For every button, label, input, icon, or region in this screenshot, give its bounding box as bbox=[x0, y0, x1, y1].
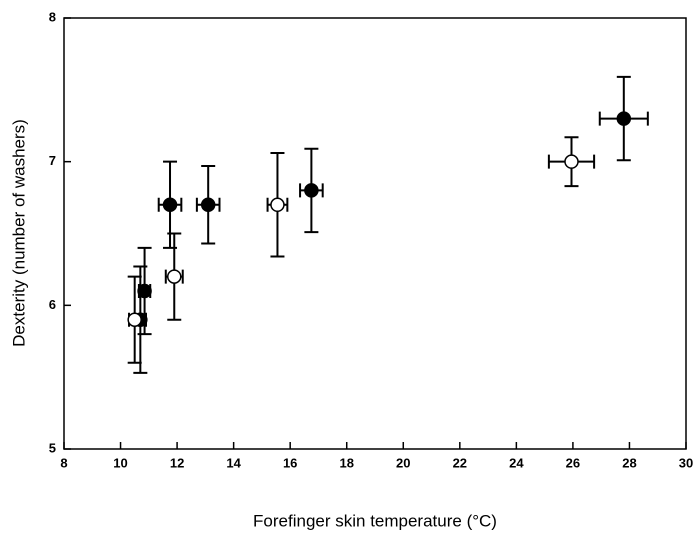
x-axis-label: Forefinger skin temperature (°C) bbox=[253, 511, 497, 530]
x-tick-label: 30 bbox=[679, 455, 693, 470]
x-tick-label: 28 bbox=[622, 455, 636, 470]
x-tick-label: 10 bbox=[113, 455, 127, 470]
point bbox=[304, 183, 319, 198]
y-tick-label: 6 bbox=[49, 297, 56, 312]
x-tick-label: 12 bbox=[170, 455, 184, 470]
y-tick-label: 8 bbox=[49, 9, 56, 24]
x-tick-label: 14 bbox=[226, 455, 241, 470]
point bbox=[270, 197, 285, 213]
x-tick-label: 16 bbox=[283, 455, 297, 470]
x-tick-label: 18 bbox=[339, 455, 353, 470]
x-tick-label: 22 bbox=[453, 455, 467, 470]
point bbox=[162, 197, 178, 213]
point bbox=[167, 269, 182, 284]
point bbox=[127, 312, 142, 327]
y-tick-label: 5 bbox=[49, 440, 56, 455]
y-tick-label: 7 bbox=[49, 153, 56, 168]
x-tick-label: 24 bbox=[509, 455, 524, 470]
x-tick-label: 26 bbox=[566, 455, 580, 470]
plot-frame bbox=[63, 17, 687, 450]
point bbox=[616, 111, 632, 126]
point bbox=[564, 154, 579, 169]
x-tick-label: 20 bbox=[396, 455, 410, 470]
x-tick-label: 8 bbox=[60, 455, 67, 470]
point bbox=[200, 197, 216, 213]
y-axis-label: Dexterity (number of washers) bbox=[9, 119, 28, 347]
